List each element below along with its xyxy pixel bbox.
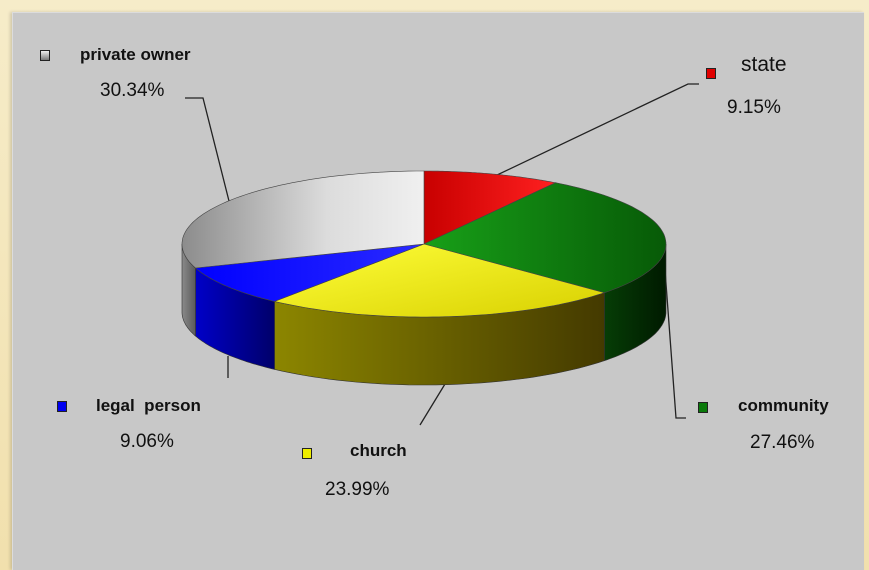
leader-line-community [664, 269, 686, 419]
legend-swatch-community [698, 402, 708, 413]
leader-lines [185, 83, 699, 426]
legend-swatch-state [706, 68, 716, 79]
pie-slice-legal-person [194, 243, 425, 302]
legend-swatch-legal-person [57, 401, 67, 412]
legend-swatch-church [302, 448, 312, 459]
slice-name-legal-person: legal person [96, 396, 201, 415]
slice-value-community: 27.46% [750, 432, 815, 453]
leader-line-private-owner [185, 97, 231, 206]
pie-slices [181, 170, 667, 318]
leader-line-church [419, 383, 446, 426]
slice-value-church: 23.99% [325, 479, 390, 500]
leader-line-state [494, 83, 699, 177]
pie-slice-church [273, 243, 606, 318]
legend-swatch-private-owner [40, 50, 50, 61]
pie-slice-private-owner [181, 170, 425, 269]
slice-name-church: church [350, 441, 407, 460]
slice-name-community: community [738, 396, 829, 415]
slice-name-state: state [741, 53, 787, 76]
pie-slice-community [423, 182, 667, 294]
slice-value-state: 9.15% [727, 97, 781, 118]
slice-value-private-owner: 30.34% [100, 80, 165, 101]
pie-slice-state [423, 170, 557, 245]
slice-value-legal-person: 9.06% [120, 431, 174, 452]
slice-name-private-owner: private owner [80, 45, 191, 64]
